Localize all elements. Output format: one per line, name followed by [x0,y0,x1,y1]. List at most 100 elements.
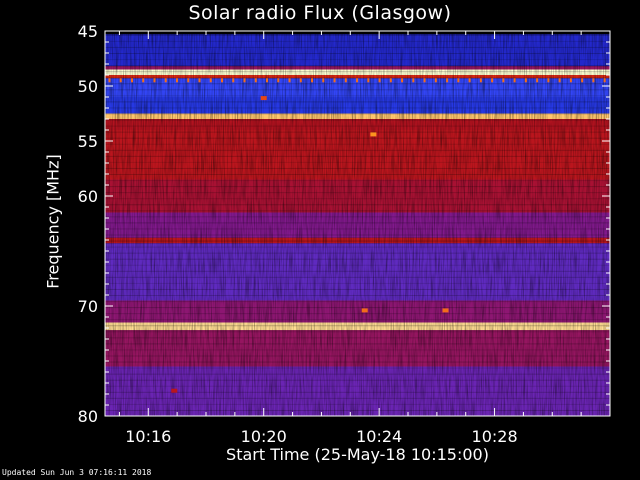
burst-tick [367,78,370,83]
streak [105,276,610,278]
burst-tick [592,78,595,83]
burst-tick [524,78,527,83]
streak [105,216,610,218]
axis-ticks: 45 50 55 60 70 80 10:16 10:20 10:24 10:28 [78,22,610,446]
streak [105,192,610,194]
y-tick-label: 55 [78,132,98,151]
burst-tick [198,78,201,83]
burst-tick [277,78,280,83]
streak [105,379,610,381]
y-tick-label: 80 [78,407,98,426]
streak [105,373,610,375]
streak [105,397,610,399]
burst-tick [130,78,133,83]
streak [105,180,610,182]
burst-tick [434,78,437,83]
streak [105,282,610,284]
burst-tick [322,78,325,83]
streak [105,301,610,303]
streak [105,40,610,42]
burst-tick [558,78,561,83]
streak [105,125,610,127]
x-tick-label: 10:24 [356,427,402,446]
x-tick-label: 10:16 [125,427,171,446]
burst-tick [164,78,167,83]
x-tick-label: 10:28 [472,427,518,446]
streak [105,89,610,91]
burst-tick [119,78,122,83]
streak [105,288,610,290]
streak [105,53,610,54]
streak [105,167,610,169]
streak [105,161,610,163]
streak [105,113,610,115]
burst-tick [108,78,111,83]
streak [105,385,610,387]
burst-tick [547,78,550,83]
burst-tick [502,78,505,83]
streak [105,246,610,248]
streak [105,343,610,345]
streak [105,101,610,103]
y-tick-label: 45 [78,22,98,41]
streak [105,77,610,79]
streak [105,264,610,266]
streak [105,234,610,236]
burst-tick [254,78,257,83]
burst-tick [356,78,359,83]
bright-spot [370,132,377,137]
burst-tick [378,78,381,83]
burst-tick [288,78,291,83]
burst-tick [536,78,539,83]
streak [105,409,610,411]
burst-tick [153,78,156,83]
noise-texture [105,31,610,416]
streak [105,331,610,333]
periodic-bursts [108,78,606,83]
burst-tick [187,78,190,83]
burst-tick [491,78,494,83]
burst-tick [344,78,347,83]
streak [105,65,610,67]
streak [105,210,610,212]
burst-tick [142,78,145,83]
streak [105,367,610,369]
streak [105,131,610,133]
streak [105,295,610,296]
burst-tick [479,78,482,83]
burst-tick [401,78,404,83]
burst-tick [221,78,224,83]
streak [105,143,610,145]
streak [105,107,610,109]
streak [105,119,610,121]
streak [105,34,610,36]
streak [105,337,610,339]
burst-tick [569,78,572,83]
streak [105,307,610,309]
burst-tick [232,78,235,83]
burst-tick [412,78,415,83]
streak [105,258,610,260]
burst-tick [243,78,246,83]
streak [105,355,610,357]
frequency-streaks [105,34,610,411]
streak [105,319,610,321]
burst-tick [311,78,314,83]
streak [105,83,610,85]
streak [105,59,610,61]
streak [105,240,610,242]
streak [105,204,610,206]
streak [105,325,610,327]
streak [105,186,610,188]
x-tick-label: 10:20 [241,427,287,446]
streak [105,313,610,315]
burst-tick [423,78,426,83]
burst-tick [389,78,392,83]
streak [105,403,610,405]
burst-tick [299,78,302,83]
y-tick-label: 70 [78,297,98,316]
y-tick-label: 50 [78,77,98,96]
burst-tick [333,78,336,83]
streak [105,155,610,157]
streak [105,137,610,139]
